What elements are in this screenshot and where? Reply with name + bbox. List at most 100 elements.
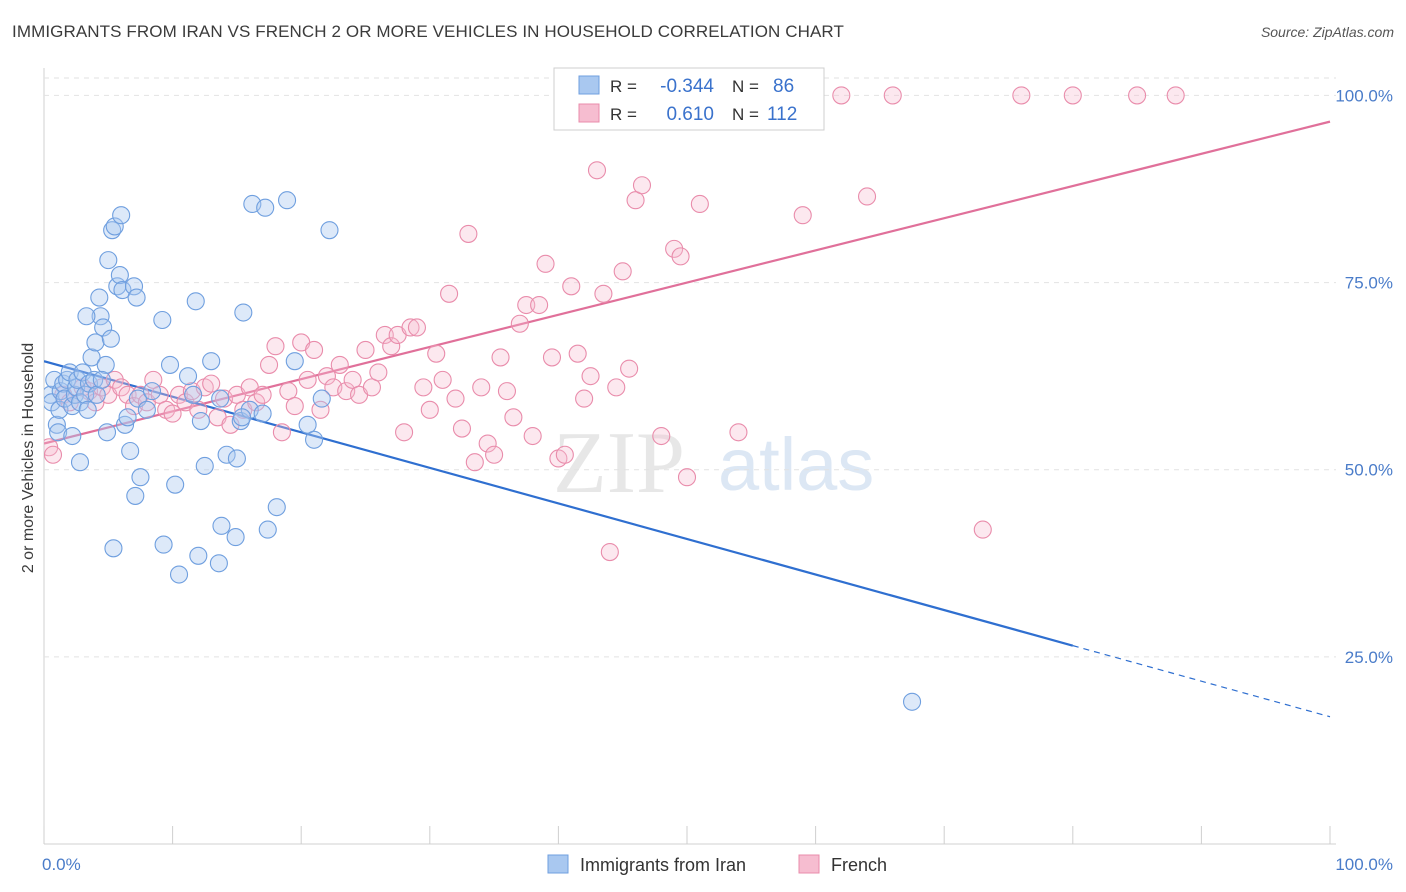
point-french-76 [536,254,555,273]
point-french-61 [440,284,459,303]
point-iran-64 [234,303,253,322]
legend-swatch-french [798,854,820,874]
point-french-86 [600,543,619,562]
point-iran-34 [112,206,131,225]
point-iran-45 [92,370,111,389]
point-iran-71 [256,198,275,217]
point-iran-58 [195,456,214,476]
y-axis-label: 2 or more Vehicles in Household [20,343,37,573]
point-iran-24 [90,288,109,307]
point-iran-4 [49,423,68,442]
point-french-64 [459,224,478,243]
point-french-104 [832,86,851,105]
point-french-63 [452,419,472,438]
point-iran-37 [118,408,137,427]
point-french-59 [427,344,446,363]
point-french-57 [414,378,433,397]
legend-swatch-iran [547,854,569,874]
point-french-40 [305,340,324,359]
point-french-83 [581,367,600,386]
point-french-35 [272,423,291,442]
point-iran-44 [77,307,96,326]
point-french-87 [607,378,626,397]
point-french-51 [375,325,394,345]
point-iran-62 [227,449,246,468]
point-iran-59 [202,352,221,371]
point-iran-46 [97,423,117,442]
point-iran-2 [45,370,64,389]
point-iran-50 [127,288,146,307]
stats-swatch-iran [578,75,600,95]
point-french-52 [382,337,401,356]
y-tick-label-50: 50.0% [1345,461,1393,480]
point-iran-78 [320,221,339,240]
point-french-60 [433,370,452,389]
point-iran-43 [70,453,90,472]
point-iran-20 [82,348,101,367]
point-french-74 [523,426,542,446]
point-french-79 [555,445,574,464]
legend-label-iran: Immigrants from Iran [580,855,746,875]
point-iran-29 [101,329,120,348]
point-iran-76 [305,430,324,449]
point-french-68 [485,445,504,464]
point-french-1 [44,445,63,464]
y-tick-label-100: 100.0% [1335,86,1393,105]
point-iran-53 [166,475,185,494]
y-tick-label-75: 75.0% [1345,274,1393,293]
chart-title: IMMIGRANTS FROM IRAN VS FRENCH 2 OR MORE… [12,22,844,41]
point-french-106 [883,86,902,105]
point-iran-51 [153,310,172,330]
x-ticks [43,826,1331,844]
point-iran-48 [137,400,156,419]
point-iran-55 [184,385,203,404]
point-iran-31 [105,217,124,236]
point-french-69 [491,348,510,367]
stats-n-label-iran: N = [732,77,759,96]
point-iran-52 [160,355,180,374]
point-iran-8 [55,389,74,408]
point-french-36 [279,382,298,401]
point-iran-0 [44,385,60,404]
point-french-67 [478,434,497,453]
point-iran-23 [87,385,106,404]
point-french-111 [1166,86,1185,105]
point-iran-75 [298,415,317,434]
point-french-97 [690,194,709,214]
point-iran-54 [178,367,198,386]
point-iran-69 [226,528,245,547]
point-iran-85 [902,692,922,711]
stats-legend: R = -0.344 N = 86 R = 0.610 N = 112 [553,67,825,131]
point-iran-77 [312,389,331,408]
point-iran-41 [131,468,150,487]
point-french-44 [330,355,349,374]
point-iran-35 [113,281,132,300]
point-french-58 [420,400,439,419]
point-french-56 [407,318,426,337]
point-french-62 [446,389,465,408]
point-french-85 [594,284,613,303]
point-french-82 [575,389,594,408]
point-french-65 [465,453,484,472]
point-french-80 [562,277,581,296]
stats-r-label-iran: R = [610,77,637,96]
source-label: Source: ZipAtlas.com [1260,24,1394,40]
point-french-9 [105,370,124,389]
point-iran-56 [186,292,205,311]
point-iran-60 [211,389,230,408]
x-tick-label-0: 0.0% [42,855,81,874]
point-iran-27 [96,355,115,374]
point-iran-28 [99,251,118,270]
point-french-77 [542,348,562,367]
point-french-109 [1063,86,1082,105]
point-iran-39 [124,277,144,296]
point-iran-82 [209,554,228,573]
point-french-73 [517,295,536,315]
point-french-94 [665,239,684,258]
point-iran-73 [278,191,297,210]
stats-n-value-iran: 86 [773,76,794,97]
point-iran-80 [169,565,189,584]
point-iran-74 [285,352,304,371]
point-iran-61 [217,445,236,464]
